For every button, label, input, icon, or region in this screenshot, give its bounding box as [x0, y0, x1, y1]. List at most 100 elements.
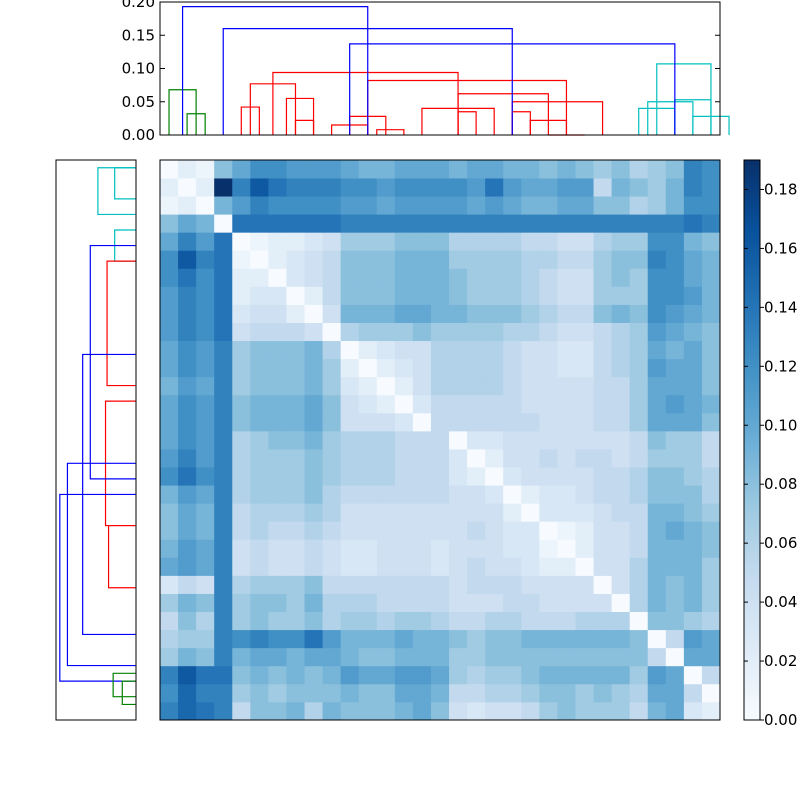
heatmap-cell	[557, 521, 576, 540]
heatmap-cell	[340, 430, 360, 450]
heatmap-cell	[449, 449, 468, 468]
heatmap-cell	[593, 250, 613, 269]
heatmap-cell	[178, 647, 197, 667]
heatmap-cell	[178, 340, 197, 360]
heatmap-cell	[322, 449, 342, 468]
heatmap-cell	[665, 611, 685, 631]
heatmap-cell	[304, 647, 323, 667]
heatmap-cell	[304, 340, 323, 360]
heatmap-cell	[611, 430, 631, 450]
left-dendrogram-links	[59, 167, 136, 706]
heatmap-cell	[593, 467, 613, 486]
heatmap-cell	[214, 286, 233, 305]
heatmap-cell	[340, 304, 360, 323]
left-dendrogram-link	[107, 524, 136, 589]
heatmap-cell	[665, 160, 685, 179]
heatmap-cell	[539, 286, 558, 305]
heatmap-cell	[358, 647, 378, 667]
heatmap-cell	[449, 575, 468, 594]
heatmap-cell	[683, 593, 703, 613]
heatmap-cell	[683, 196, 703, 215]
heatmap-cell	[665, 340, 685, 360]
heatmap-cell	[539, 214, 558, 233]
heatmap-cell	[160, 430, 179, 450]
heatmap-cell	[611, 232, 631, 251]
heatmap-cell	[250, 232, 269, 251]
heatmap-cell	[358, 467, 378, 486]
heatmap-cell	[485, 539, 504, 558]
heatmap-cell	[521, 485, 540, 504]
heatmap-cell	[322, 503, 342, 522]
heatmap-cell	[449, 593, 468, 613]
heatmap-cell	[340, 593, 360, 613]
heatmap-cell	[340, 340, 360, 360]
heatmap-cell	[412, 467, 432, 486]
colorbar-tick-label: 0.06	[764, 534, 797, 552]
heatmap-cell	[430, 430, 450, 450]
heatmap-cell	[467, 214, 486, 233]
heatmap-cell	[575, 394, 594, 414]
heatmap-cell	[521, 376, 540, 396]
heatmap-cell	[286, 557, 305, 576]
heatmap-cell	[449, 557, 468, 576]
heatmap-cell	[286, 322, 305, 342]
heatmap-cell	[449, 376, 468, 396]
heatmap-cell	[358, 232, 378, 251]
heatmap-cell	[196, 449, 215, 468]
heatmap-cell	[268, 340, 287, 360]
heatmap-cell	[593, 412, 613, 432]
heatmap-cell	[629, 485, 649, 504]
heatmap-cell	[214, 430, 233, 450]
heatmap-cell	[196, 467, 215, 486]
heatmap-cell	[539, 593, 558, 613]
heatmap-cell	[232, 304, 251, 323]
top-dendrogram-y-axis: 0.00 0.05 0.10 0.15 0.20	[122, 0, 720, 144]
heatmap-cell	[521, 160, 540, 179]
heatmap-cell	[214, 593, 233, 613]
heatmap-cell	[575, 611, 594, 631]
heatmap-cell	[701, 250, 721, 269]
heatmap-cell	[214, 683, 233, 703]
heatmap-cell	[304, 521, 323, 540]
heatmap-cell	[214, 178, 233, 197]
heatmap-cell	[268, 665, 287, 685]
heatmap-cell	[683, 683, 703, 703]
heatmap-cell	[575, 196, 594, 215]
heatmap-cell	[539, 322, 558, 342]
heatmap-cell	[611, 557, 631, 576]
heatmap-cell	[629, 268, 649, 287]
heatmap-cell	[394, 485, 414, 504]
heatmap-cell	[539, 539, 558, 558]
heatmap-cell	[394, 611, 414, 631]
heatmap-cell	[503, 430, 522, 450]
heatmap-cell	[701, 412, 721, 432]
heatmap-cell	[665, 593, 685, 613]
heatmap-cell	[376, 683, 396, 703]
heatmap-cell	[521, 683, 540, 703]
top-dendrogram: 0.00 0.05 0.10 0.15 0.20	[122, 0, 730, 144]
left-dendrogram-link	[66, 462, 136, 667]
heatmap-cell	[232, 250, 251, 269]
heatmap-cell	[340, 485, 360, 504]
heatmap-cell	[557, 340, 576, 360]
heatmap-cell	[539, 160, 558, 179]
heatmap-cell	[250, 647, 269, 667]
heatmap-cell	[376, 376, 396, 396]
heatmap-cell	[376, 593, 396, 613]
heatmap-cell	[665, 178, 685, 197]
heatmap-cell	[322, 358, 342, 378]
heatmap-cell	[358, 665, 378, 685]
heatmap-cell	[358, 340, 378, 360]
heatmap-cell	[160, 268, 179, 287]
heatmap-cell	[449, 611, 468, 631]
colorbar-tick-label: 0.12	[764, 357, 797, 375]
heatmap-cell	[647, 665, 667, 685]
heatmap-cell	[665, 214, 685, 233]
heatmap-cell	[701, 430, 721, 450]
heatmap-cell	[394, 214, 414, 233]
heatmap-cell	[593, 430, 613, 450]
heatmap-cell	[683, 376, 703, 396]
heatmap-cell	[160, 665, 179, 685]
heatmap-cell	[557, 665, 576, 685]
heatmap-cell	[322, 232, 342, 251]
